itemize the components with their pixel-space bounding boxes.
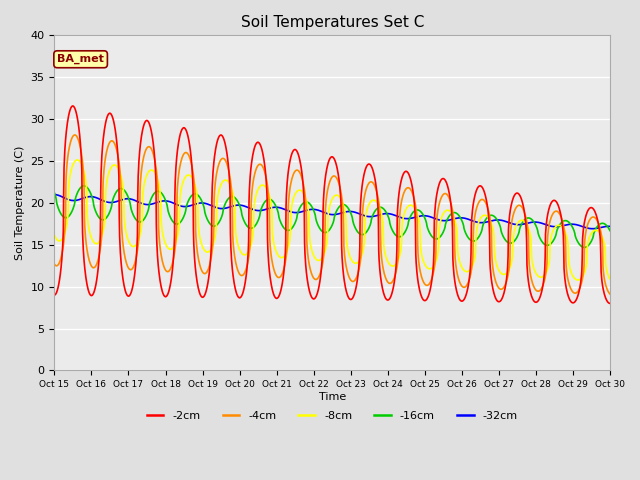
Title: Soil Temperatures Set C: Soil Temperatures Set C [241,15,424,30]
X-axis label: Time: Time [319,392,346,402]
Legend: -2cm, -4cm, -8cm, -16cm, -32cm: -2cm, -4cm, -8cm, -16cm, -32cm [142,406,522,425]
Y-axis label: Soil Temperature (C): Soil Temperature (C) [15,146,25,260]
Text: BA_met: BA_met [57,54,104,64]
